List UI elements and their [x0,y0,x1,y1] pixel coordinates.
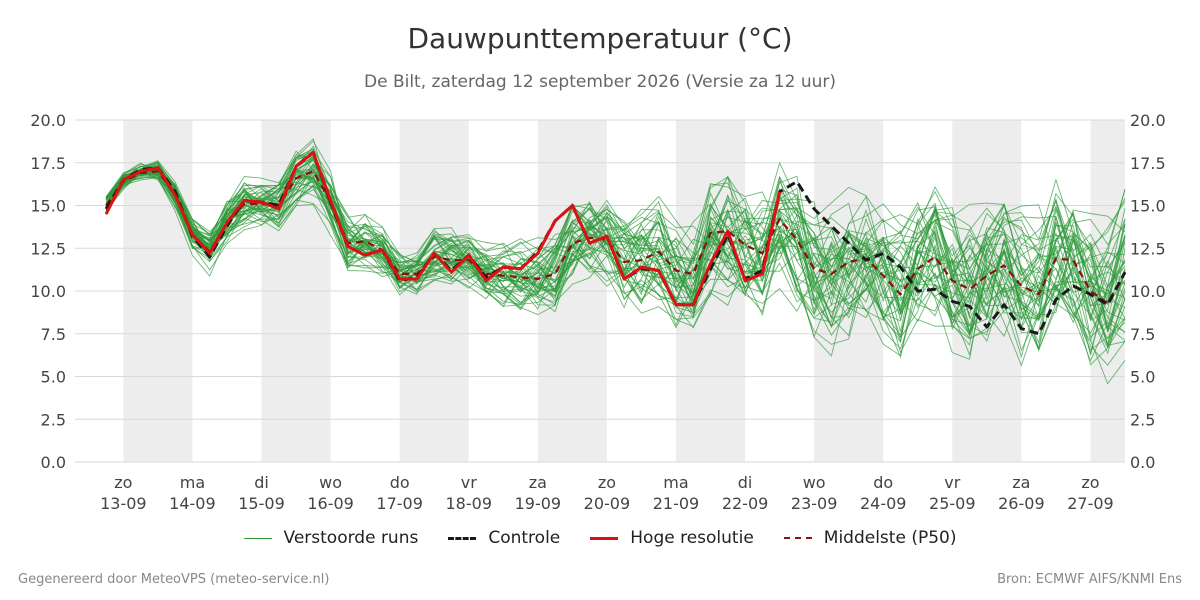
legend-label-control: Controle [488,528,561,548]
x-tick-date-11: 24-09 [860,494,907,513]
series-line-control [104,151,1127,336]
ensemble-member-line-43 [105,164,1126,336]
footer-source: Bron: ECMWF AIFS/KNMI Ens [997,572,1182,587]
y-tick-left-0: 0.0 [41,453,66,472]
ensemble-member-line-22 [105,164,1126,345]
x-tick-day-6: za [529,473,547,492]
x-tick-date-3: 16-09 [307,494,354,513]
x-tick-date-2: 15-09 [238,494,285,513]
y-tick-left-3: 7.5 [41,325,66,344]
x-tick-date-5: 18-09 [446,494,493,513]
chart-legend: Verstoorde runs Controle Hoge resolutie … [0,528,1200,548]
footer-credit: Gegenereerd door MeteoVPS (meteo-service… [18,572,330,587]
chart-title: Dauwpunttemperatuur (°C) [407,22,793,55]
legend-label-median: Middelste (P50) [823,528,957,548]
y-tick-left-8: 20.0 [30,111,66,130]
x-tick-date-8: 21-09 [653,494,700,513]
x-tick-day-3: wo [319,473,342,492]
y-tick-right-5: 12.5 [1130,239,1166,258]
ensemble-member-line-12 [105,164,1126,359]
legend-label-hires: Hoge resolutie [630,528,754,548]
ensemble-member-line-28 [105,168,1126,357]
y-tick-left-1: 2.5 [41,410,66,429]
legend-swatch-hires [590,536,619,540]
y-tick-right-2: 5.0 [1130,368,1155,387]
legend-swatch-control [448,536,477,540]
legend-swatch-median [783,537,812,539]
legend-label-ensemble: Verstoorde runs [283,528,419,548]
x-tick-day-11: do [873,473,893,492]
y-tick-left-7: 17.5 [30,154,66,173]
x-tick-date-12: 25-09 [929,494,976,513]
y-tick-right-3: 7.5 [1130,325,1155,344]
ensemble-member-line-29 [105,138,1126,321]
x-tick-day-12: vr [944,473,960,492]
legend-item-ensemble[interactable]: Verstoorde runs [243,528,419,548]
x-tick-date-0: 13-09 [100,494,147,513]
x-tick-day-1: ma [180,473,205,492]
x-tick-day-13: za [1012,473,1030,492]
ensemble-member-line-44 [105,150,1126,333]
x-tick-day-4: do [390,473,410,492]
x-tick-day-8: ma [663,473,688,492]
legend-item-median[interactable]: Middelste (P50) [783,528,957,548]
y-tick-right-6: 15.0 [1130,197,1166,216]
y-tick-right-7: 17.5 [1130,154,1166,173]
y-tick-left-6: 15.0 [30,197,66,216]
x-tick-date-4: 17-09 [376,494,423,513]
ensemble-member-line-46 [105,140,1126,347]
x-tick-date-9: 22-09 [722,494,769,513]
y-tick-right-8: 20.0 [1130,111,1166,130]
x-tick-day-14: zo [1081,473,1099,492]
x-tick-date-7: 20-09 [584,494,631,513]
ensemble-member-line-14 [105,158,1126,366]
series-line-hires [104,151,782,307]
y-tick-left-2: 5.0 [41,368,66,387]
y-tick-right-0: 0.0 [1130,453,1155,472]
chart-subtitle: De Bilt, zaterdag 12 september 2026 (Ver… [363,72,836,92]
x-tick-date-6: 19-09 [515,494,562,513]
y-tick-right-4: 10.0 [1130,282,1166,301]
legend-item-hires[interactable]: Hoge resolutie [590,528,754,548]
x-tick-date-13: 26-09 [998,494,1045,513]
x-tick-day-9: di [738,473,753,492]
ensemble-member-line-49 [105,160,1126,362]
x-tick-date-14: 27-09 [1067,494,1114,513]
x-tick-date-1: 14-09 [169,494,216,513]
x-tick-day-10: wo [803,473,826,492]
y-tick-left-4: 10.0 [30,282,66,301]
y-tick-left-5: 12.5 [30,239,66,258]
x-tick-date-10: 23-09 [791,494,838,513]
x-tick-day-5: vr [461,473,477,492]
x-tick-day-0: zo [114,473,132,492]
y-tick-right-1: 2.5 [1130,410,1155,429]
legend-swatch-ensemble [243,537,272,539]
ensemble-member-line-31 [105,162,1126,319]
legend-item-control[interactable]: Controle [448,528,560,548]
x-tick-day-7: zo [598,473,616,492]
ensemble-member-line-48 [105,165,1126,322]
ensemble-member-line-30 [105,169,1126,337]
x-tick-day-2: di [254,473,269,492]
